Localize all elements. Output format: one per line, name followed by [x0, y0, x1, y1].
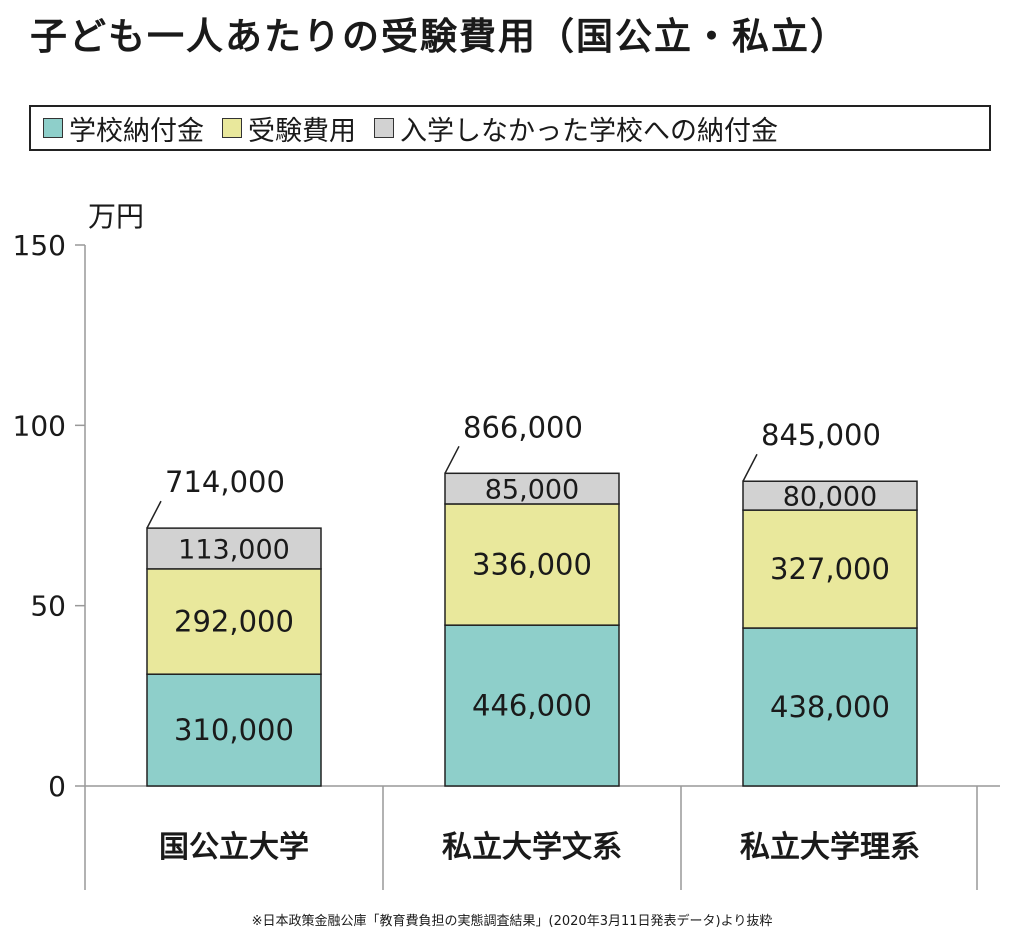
bar-total-label: 714,000 — [165, 465, 285, 499]
x-category-label: 私立大学理系 — [740, 830, 920, 865]
legend-item-exam-fees: 受験費用 — [222, 109, 356, 148]
legend-swatch-unused-fees — [374, 118, 394, 138]
bar-segment — [742, 509, 918, 629]
legend-swatch-exam-fees — [222, 118, 242, 138]
bar-segment — [444, 624, 620, 787]
y-tick-label: 150 — [13, 229, 66, 262]
y-tick-label: 0 — [48, 770, 66, 803]
bar-segment — [146, 673, 322, 787]
y-axis-unit-label: 万円 — [88, 200, 144, 233]
bar-value-label: 292,000 — [174, 605, 294, 639]
bar-value-label: 336,000 — [472, 548, 592, 582]
bar-value-label: 310,000 — [174, 713, 294, 747]
bar-segment — [742, 480, 918, 511]
legend-label: 受験費用 — [248, 115, 356, 147]
legend: 学校納付金 受験費用 入学しなかった学校への納付金 — [29, 105, 991, 151]
bar-segment — [146, 527, 322, 570]
legend-swatch-school-fees — [43, 118, 63, 138]
source-footnote: ※日本政策金融公庫「教育費負担の実態調査結果」(2020年3月11日発表データ)… — [251, 914, 773, 929]
bar-value-label: 85,000 — [485, 475, 579, 506]
chart-title: 子ども一人あたりの受験費用（国公立・私立） — [30, 15, 849, 58]
total-leader-line — [742, 453, 758, 482]
bar-segment — [444, 503, 620, 626]
bar-value-label: 438,000 — [770, 690, 890, 724]
legend-label: 学校納付金 — [69, 115, 204, 147]
bar-value-label: 446,000 — [472, 689, 592, 723]
x-category-label: 国公立大学 — [159, 830, 309, 865]
bar-total-label: 845,000 — [761, 418, 881, 452]
bar-segment — [444, 472, 620, 505]
legend-label: 入学しなかった学校への納付金 — [400, 115, 778, 147]
y-tick-label: 50 — [30, 590, 66, 623]
x-category-label: 私立大学文系 — [442, 830, 622, 865]
bar-value-label: 113,000 — [178, 535, 290, 566]
y-tick-label: 100 — [13, 409, 66, 442]
stacked-bar-chart: 0 50 100 150 万円 310,000 292,000 113,000 714,000 国… — [13, 200, 1000, 890]
bar-value-label: 327,000 — [770, 552, 890, 586]
legend-item-school-fees: 学校納付金 — [43, 109, 204, 148]
bar-segment — [742, 627, 918, 787]
total-leader-line — [146, 500, 162, 529]
bar-value-label: 80,000 — [783, 482, 877, 513]
bar-total-label: 866,000 — [463, 410, 583, 444]
legend-item-unused-fees: 入学しなかった学校への納付金 — [374, 109, 778, 148]
total-leader-line — [444, 445, 460, 474]
bar-segment — [146, 568, 322, 675]
